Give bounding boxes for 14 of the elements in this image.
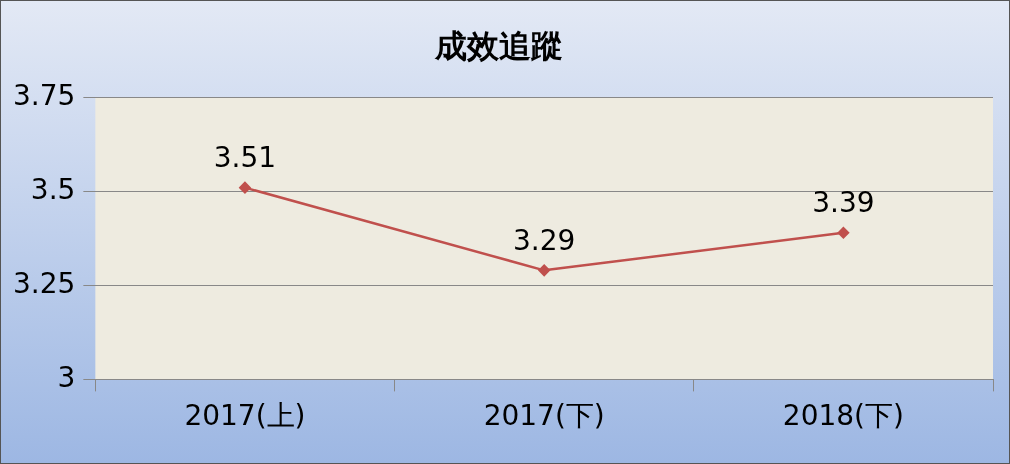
data-label: 3.29 — [513, 223, 576, 257]
point — [538, 264, 550, 277]
x-tick-label: 2017(下) — [483, 399, 605, 433]
data-label: 3.39 — [812, 186, 875, 220]
y-tick-label: 3.25 — [13, 266, 76, 300]
point — [239, 181, 251, 194]
y-tick-label: 3 — [57, 360, 76, 394]
chart-title: 成效追蹤 — [434, 26, 563, 65]
point — [837, 227, 850, 239]
data-label: 3.51 — [213, 140, 277, 174]
x-tick-label: 2017(上) — [184, 399, 306, 433]
y-tick-label: 3.5 — [30, 172, 76, 206]
y-tick-label: 3.75 — [13, 78, 76, 112]
x-tick-label: 2018(下) — [782, 399, 904, 433]
